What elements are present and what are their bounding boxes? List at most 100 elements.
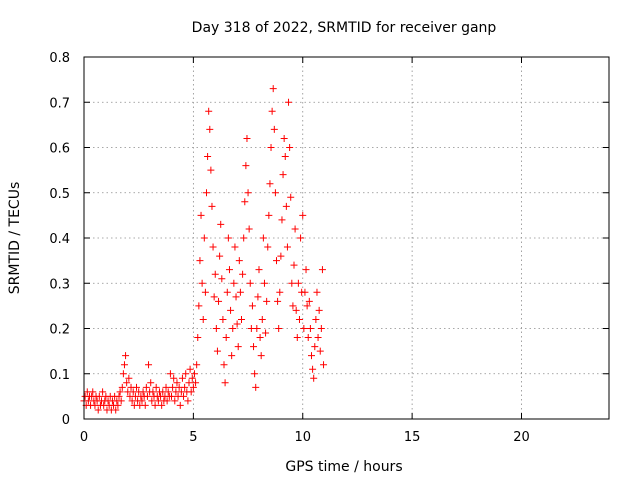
data-point bbox=[199, 315, 207, 323]
data-point bbox=[228, 352, 236, 360]
data-point bbox=[176, 401, 184, 409]
data-point bbox=[280, 134, 288, 142]
grid-lines bbox=[84, 57, 609, 419]
data-point bbox=[116, 388, 124, 396]
x-tick-label: 5 bbox=[189, 430, 197, 445]
data-point bbox=[302, 266, 310, 274]
data-point bbox=[119, 370, 127, 378]
data-point bbox=[301, 288, 309, 296]
data-point bbox=[181, 383, 189, 391]
data-point bbox=[139, 388, 147, 396]
data-point bbox=[276, 288, 284, 296]
data-point bbox=[184, 397, 192, 405]
data-point bbox=[268, 107, 276, 115]
data-point bbox=[229, 325, 237, 332]
data-point bbox=[143, 392, 151, 400]
data-point bbox=[117, 397, 125, 405]
y-tick-label: 0.1 bbox=[49, 368, 70, 383]
data-point bbox=[317, 325, 325, 332]
data-point bbox=[310, 374, 318, 382]
data-point bbox=[122, 352, 130, 360]
data-point bbox=[221, 379, 229, 387]
data-point bbox=[255, 266, 263, 274]
data-point bbox=[236, 288, 244, 296]
data-point bbox=[168, 392, 175, 400]
chart-title: Day 318 of 2022, SRMTID for receiver gan… bbox=[192, 20, 497, 36]
y-tick-label: 0.6 bbox=[49, 142, 70, 157]
data-point bbox=[203, 189, 210, 197]
data-point bbox=[125, 374, 133, 382]
data-point bbox=[148, 397, 156, 405]
data-point bbox=[151, 401, 159, 409]
data-point bbox=[216, 252, 224, 260]
data-point bbox=[279, 171, 287, 179]
data-point bbox=[256, 334, 264, 342]
data-point bbox=[208, 202, 216, 210]
data-point bbox=[182, 370, 190, 378]
data-point bbox=[218, 275, 226, 283]
data-point bbox=[166, 370, 174, 378]
data-point bbox=[300, 325, 308, 332]
data-point bbox=[118, 383, 126, 391]
data-point bbox=[277, 252, 285, 260]
data-point bbox=[138, 397, 146, 405]
plot-frame bbox=[83, 56, 610, 420]
data-point bbox=[260, 279, 268, 287]
data-point bbox=[209, 243, 217, 251]
data-point bbox=[318, 266, 326, 274]
data-point bbox=[198, 279, 206, 287]
data-point bbox=[195, 302, 203, 310]
data-point bbox=[212, 325, 220, 332]
data-point bbox=[230, 279, 238, 287]
data-point bbox=[235, 257, 243, 265]
data-point bbox=[304, 334, 312, 342]
data-point bbox=[239, 270, 247, 278]
data-point bbox=[286, 144, 294, 151]
data-point bbox=[158, 401, 166, 409]
data-point bbox=[196, 257, 204, 265]
data-point bbox=[187, 388, 195, 396]
data-point bbox=[248, 302, 256, 310]
data-point bbox=[114, 401, 122, 409]
data-point bbox=[269, 85, 277, 93]
data-point bbox=[164, 388, 172, 396]
data-point bbox=[133, 383, 140, 391]
data-point bbox=[293, 334, 301, 342]
data-point bbox=[245, 225, 253, 233]
data-point bbox=[289, 302, 297, 310]
x-tick-labels: 0 5 10 15 20 bbox=[80, 430, 530, 445]
data-point bbox=[250, 343, 258, 351]
data-point bbox=[264, 243, 272, 251]
data-point bbox=[171, 397, 179, 405]
data-point bbox=[115, 392, 123, 400]
data-point bbox=[259, 234, 267, 242]
data-point bbox=[192, 379, 200, 387]
data-point bbox=[201, 288, 209, 296]
data-point bbox=[295, 315, 303, 323]
data-point bbox=[120, 361, 128, 369]
data-point bbox=[200, 234, 208, 242]
data-point bbox=[297, 234, 305, 242]
data-point bbox=[152, 383, 160, 391]
y-tick-label: 0.7 bbox=[49, 96, 70, 111]
data-point bbox=[112, 406, 120, 414]
data-points bbox=[80, 85, 328, 414]
x-axis-title: GPS time / hours bbox=[285, 459, 402, 475]
data-point bbox=[314, 334, 322, 342]
data-point bbox=[145, 361, 153, 369]
data-point bbox=[299, 211, 307, 219]
data-point bbox=[312, 315, 320, 323]
data-point bbox=[207, 166, 215, 174]
data-point bbox=[281, 153, 289, 161]
y-tick-label: 0.4 bbox=[49, 232, 70, 247]
data-point bbox=[188, 374, 196, 382]
data-point bbox=[274, 297, 282, 305]
data-point bbox=[99, 388, 107, 396]
data-point bbox=[266, 180, 274, 188]
data-point bbox=[205, 107, 213, 115]
data-point bbox=[186, 365, 194, 373]
data-point bbox=[262, 329, 270, 337]
y-tick-label: 0 bbox=[62, 413, 70, 428]
data-point bbox=[254, 293, 262, 301]
